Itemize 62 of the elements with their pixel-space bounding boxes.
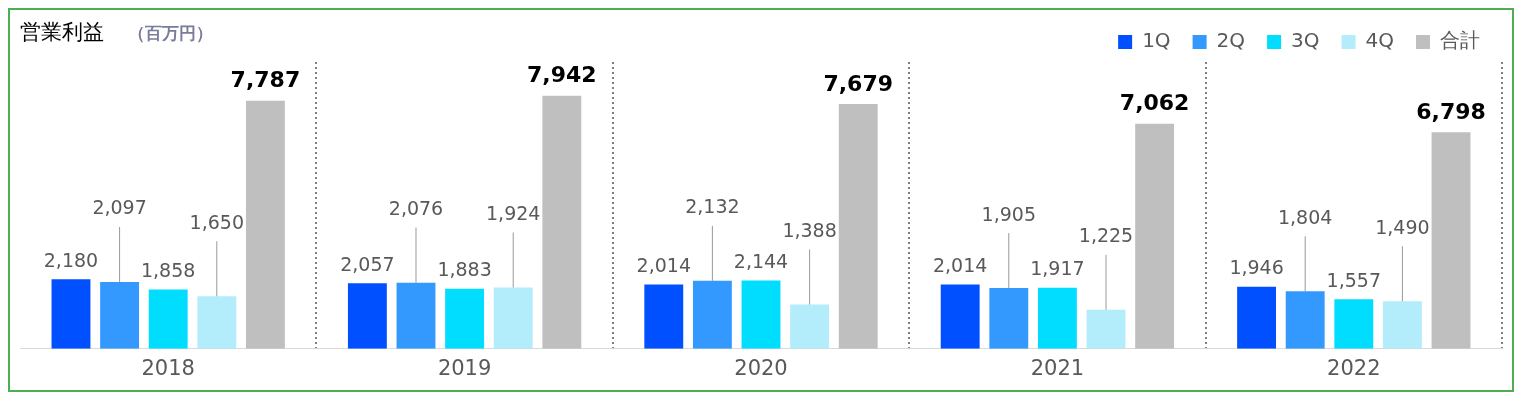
bar — [989, 288, 1029, 349]
data-label: 1,946 — [1229, 256, 1284, 279]
bar — [542, 95, 582, 349]
data-label: 1,650 — [189, 210, 245, 233]
bar — [396, 282, 436, 349]
bar — [51, 279, 91, 349]
bar — [197, 296, 237, 349]
bar — [838, 104, 878, 349]
bar — [1037, 287, 1077, 349]
bar — [644, 284, 684, 349]
bar — [1237, 286, 1277, 349]
data-label: 1,490 — [1375, 215, 1430, 238]
chart-title: 営業利益 — [20, 19, 104, 46]
legend-label: 4Q — [1365, 28, 1394, 53]
x-tick-label: 2022 — [1327, 355, 1381, 380]
bar — [1382, 301, 1422, 349]
x-tick-label: 2020 — [734, 355, 788, 380]
chart-subtitle: （百万円） — [128, 22, 213, 45]
bar — [940, 284, 980, 349]
data-label: 2,014 — [636, 254, 691, 277]
data-label: 1,924 — [486, 201, 541, 224]
bar — [741, 280, 781, 349]
x-tick-label: 2019 — [437, 355, 492, 380]
bar — [445, 288, 485, 349]
bar — [692, 280, 732, 349]
data-label: 1,388 — [782, 219, 837, 242]
data-label: 1,804 — [1277, 205, 1333, 228]
data-label: 1,905 — [981, 202, 1036, 225]
data-label: 2,097 — [92, 196, 147, 219]
data-label: 1,858 — [141, 259, 196, 282]
bar — [1135, 123, 1175, 349]
legend-label: 3Q — [1291, 28, 1320, 53]
bar — [1086, 309, 1126, 349]
legend-label: 合計 — [1440, 28, 1480, 53]
data-label: 7,942 — [527, 62, 597, 88]
legend-label: 2Q — [1216, 28, 1246, 53]
bar — [1285, 291, 1325, 349]
data-label: 1,883 — [437, 258, 492, 281]
legend-label: 1Q — [1142, 28, 1171, 53]
data-label: 2,076 — [388, 197, 444, 220]
bar — [790, 304, 830, 349]
x-tick-label: 2018 — [141, 355, 195, 380]
data-label: 7,062 — [1119, 90, 1190, 116]
bar — [245, 100, 285, 349]
bar — [347, 283, 387, 349]
data-label: 2,132 — [685, 195, 740, 218]
data-label: 2,180 — [43, 248, 99, 271]
bar — [1431, 132, 1471, 349]
bar — [100, 281, 140, 349]
data-label: 2,014 — [932, 254, 988, 277]
bar — [493, 287, 533, 349]
bar — [148, 289, 188, 349]
data-label: 6,798 — [1416, 98, 1486, 124]
data-label: 2,144 — [733, 249, 789, 272]
data-label: 1,557 — [1326, 268, 1381, 291]
data-label: 7,679 — [823, 70, 894, 96]
data-label: 7,787 — [230, 67, 301, 93]
data-label: 1,917 — [1030, 257, 1085, 280]
data-label: 1,225 — [1078, 224, 1134, 247]
data-label: 2,057 — [340, 252, 395, 275]
bar — [1334, 299, 1374, 349]
x-tick-label: 2021 — [1030, 355, 1085, 380]
